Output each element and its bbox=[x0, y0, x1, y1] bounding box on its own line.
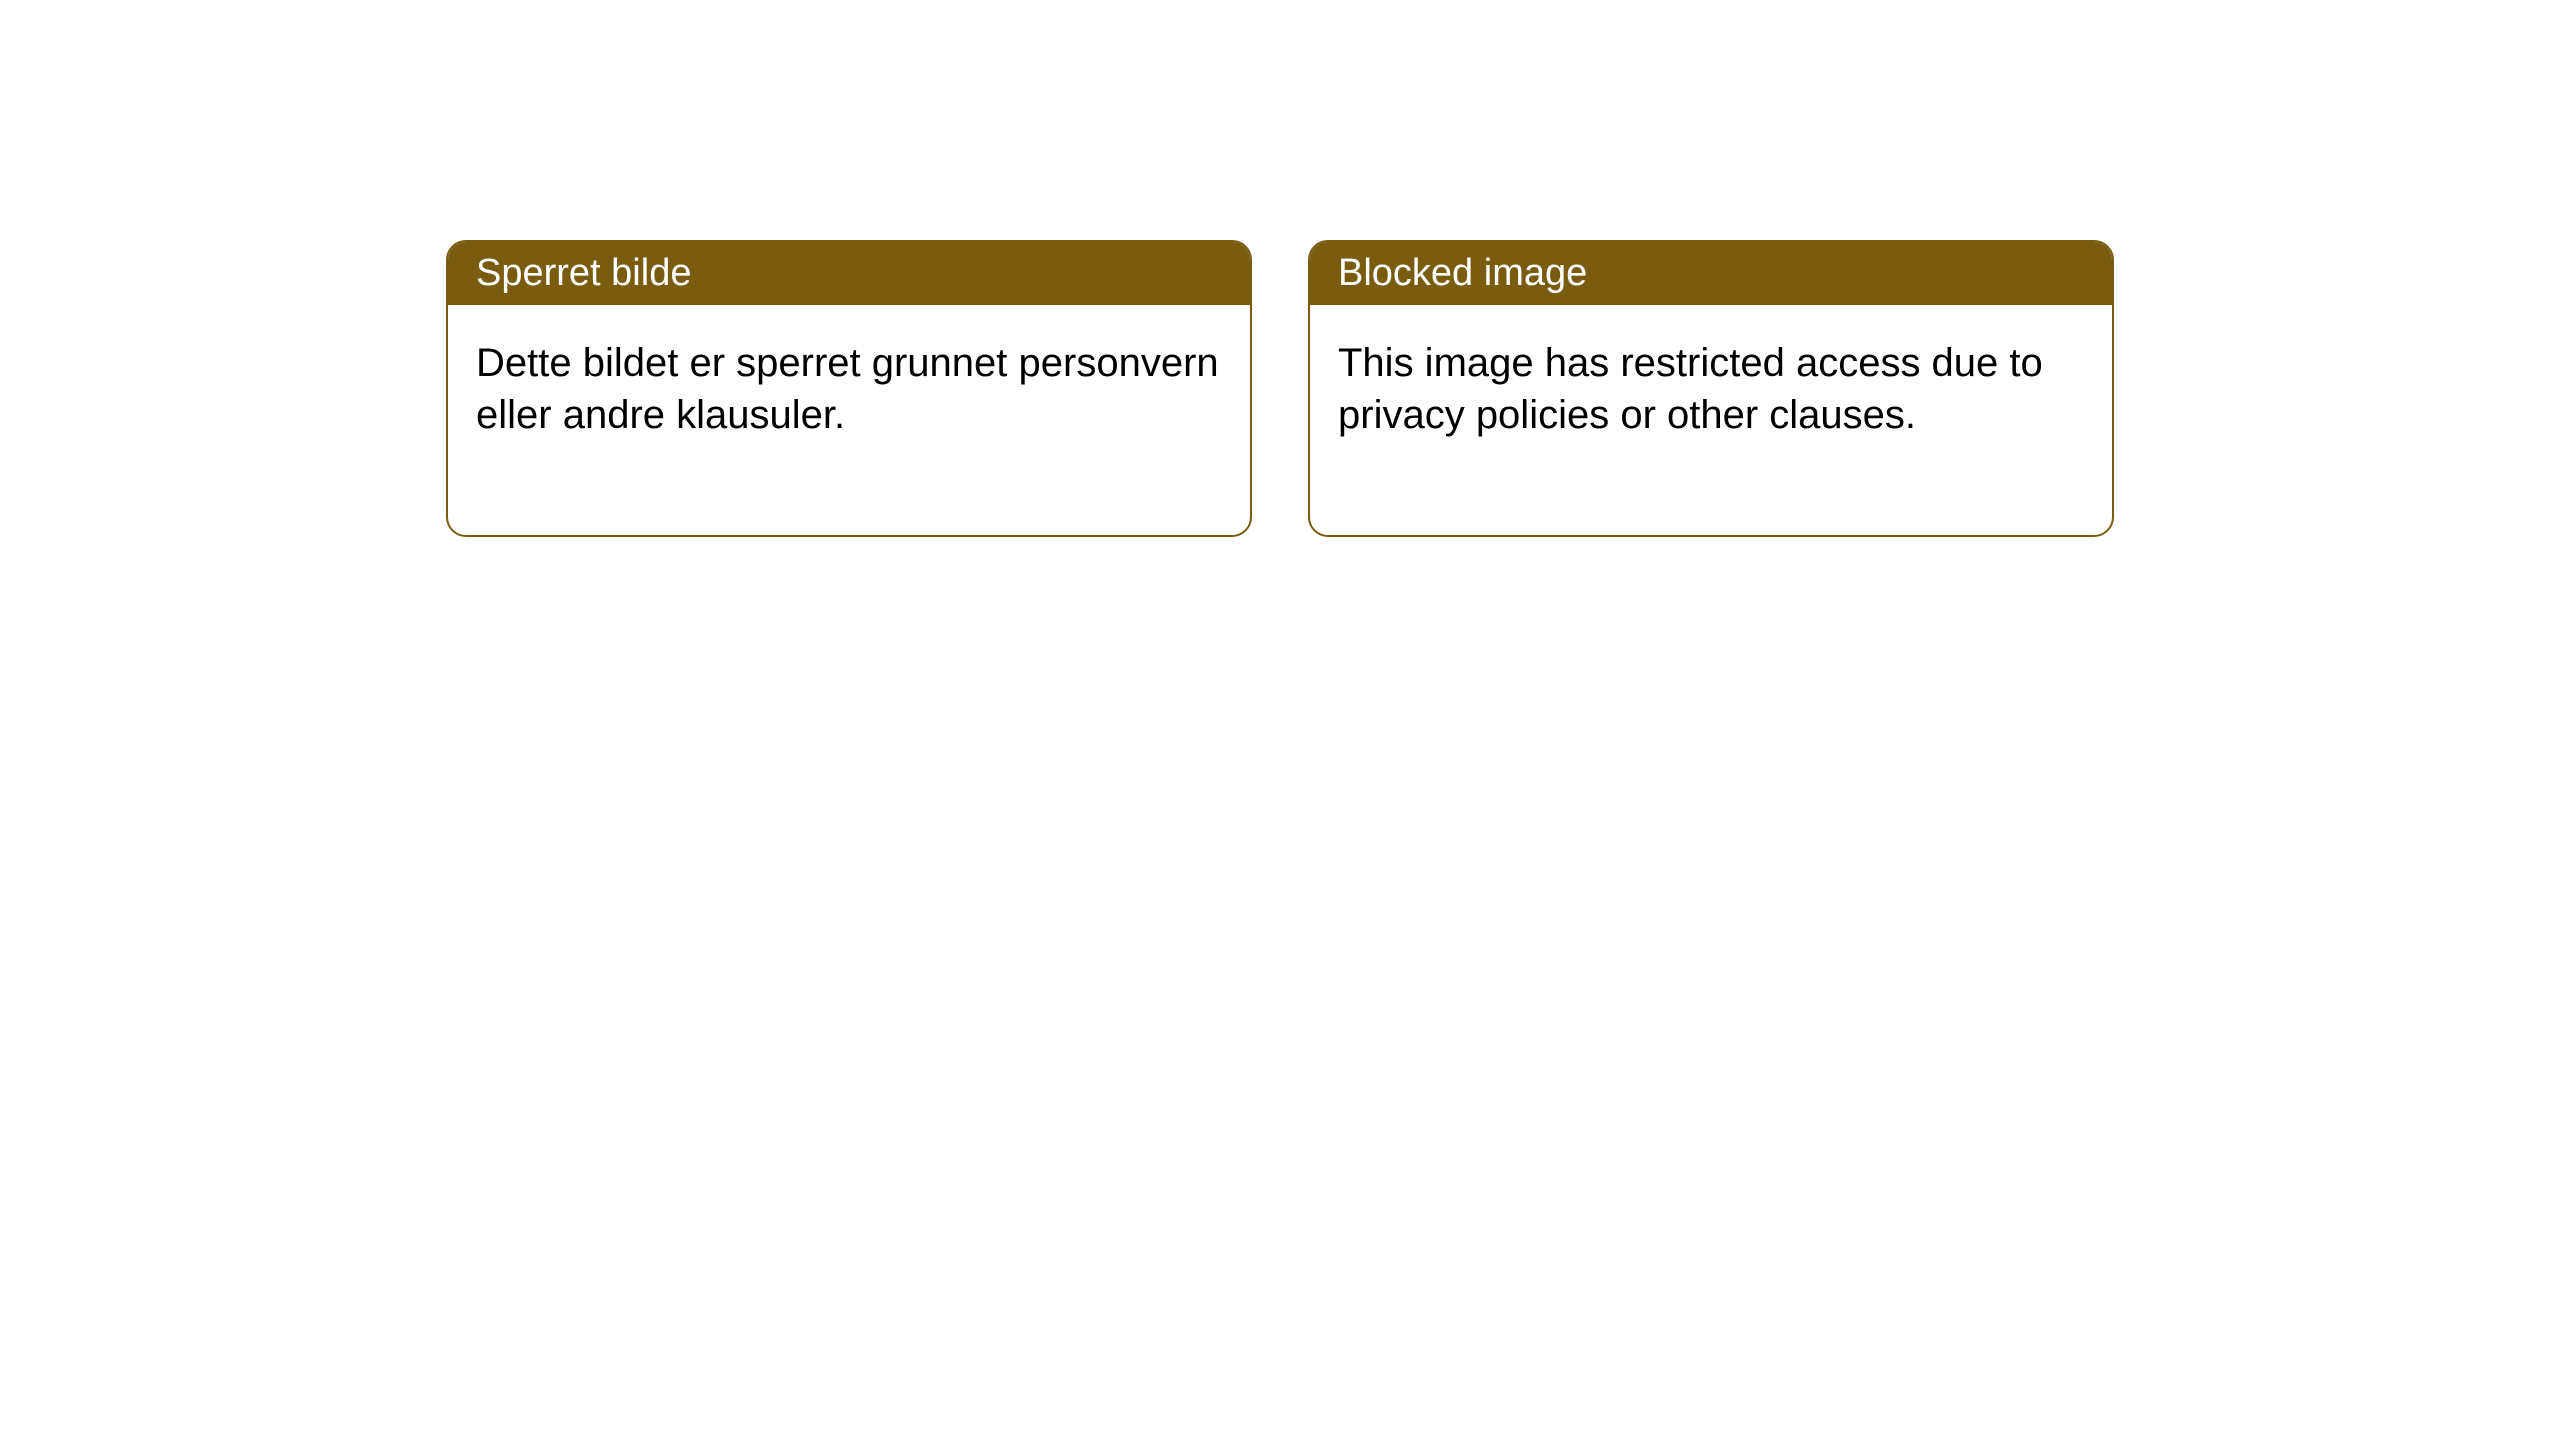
card-title: Sperret bilde bbox=[476, 252, 691, 294]
notice-card-english: Blocked image This image has restricted … bbox=[1308, 240, 2114, 537]
card-body-text: This image has restricted access due to … bbox=[1338, 341, 2043, 437]
card-header: Sperret bilde bbox=[448, 242, 1250, 305]
card-body: Dette bildet er sperret grunnet personve… bbox=[448, 305, 1250, 535]
notice-cards-row: Sperret bilde Dette bildet er sperret gr… bbox=[446, 240, 2114, 537]
card-body-text: Dette bildet er sperret grunnet personve… bbox=[476, 341, 1219, 437]
card-title: Blocked image bbox=[1338, 252, 1587, 294]
card-body: This image has restricted access due to … bbox=[1310, 305, 2112, 535]
notice-card-norwegian: Sperret bilde Dette bildet er sperret gr… bbox=[446, 240, 1252, 537]
card-header: Blocked image bbox=[1310, 242, 2112, 305]
